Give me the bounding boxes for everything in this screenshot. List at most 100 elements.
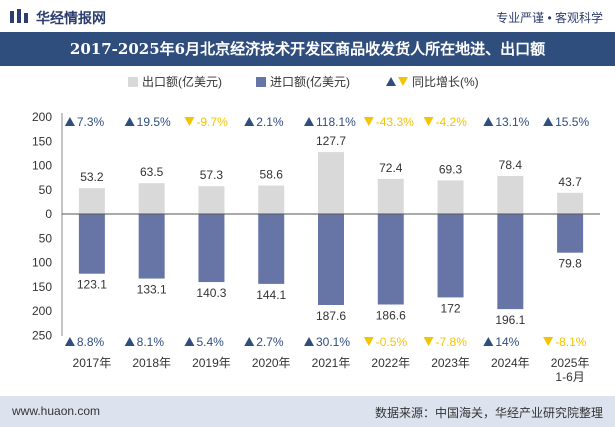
export-growth-up-icon	[244, 117, 255, 126]
export-value-label: 58.6	[260, 168, 284, 182]
import-growth-label: 5.4%	[196, 335, 224, 349]
export-value-label: 53.2	[80, 170, 104, 184]
import-growth-down-icon	[363, 337, 374, 346]
y-tick-label: 200	[32, 110, 52, 124]
legend-growth-up-icon	[386, 77, 396, 86]
y-tick-label: 150	[32, 134, 52, 148]
import-growth-label: 8.8%	[77, 335, 105, 349]
export-bar	[318, 152, 344, 214]
export-growth-up-icon	[483, 117, 494, 126]
y-tick-label: 200	[32, 304, 52, 318]
import-bar	[138, 214, 165, 279]
x-tick-label: 1-6月	[555, 370, 584, 384]
import-bar	[377, 214, 404, 305]
x-tick-label: 2025年	[551, 356, 590, 370]
title-bar: 2017-2025年6月北京经济技术开发区商品收发货人所在地进、出口额	[0, 32, 615, 66]
import-growth-label: 30.1%	[316, 335, 350, 349]
import-bar	[437, 214, 464, 298]
export-growth-up-icon	[543, 117, 554, 126]
legend-import-swatch	[256, 77, 266, 87]
import-value-label: 79.8	[558, 257, 582, 271]
x-tick-label: 2024年	[491, 356, 530, 370]
export-growth-label: 19.5%	[137, 115, 171, 129]
site-url: www.huaon.com	[12, 404, 101, 418]
import-bar	[557, 214, 584, 253]
import-value-label: 186.6	[376, 309, 406, 323]
import-growth-label: -7.8%	[436, 335, 468, 349]
import-value-label: 144.1	[256, 288, 286, 302]
import-growth-label: 14%	[495, 335, 519, 349]
export-growth-label: 7.3%	[77, 115, 105, 129]
import-growth-label: -0.5%	[376, 335, 408, 349]
import-value-label: 140.3	[196, 286, 226, 300]
export-growth-label: 2.1%	[256, 115, 284, 129]
top-bar: 华经情报网 专业严谨 • 客观科学	[0, 0, 615, 32]
export-bar	[138, 183, 165, 214]
x-tick-label: 2020年	[252, 356, 291, 370]
y-tick-label: 50	[39, 231, 53, 245]
x-tick-label: 2018年	[132, 356, 171, 370]
import-value-label: 133.1	[137, 283, 167, 297]
import-bar	[198, 214, 225, 283]
bar-chart-logo-icon	[10, 9, 28, 23]
export-growth-label: -43.3%	[376, 115, 414, 129]
export-bar	[78, 188, 105, 214]
x-tick-label: 2023年	[431, 356, 470, 370]
export-growth-up-icon	[64, 117, 75, 126]
legend-growth-down-icon	[398, 77, 408, 86]
data-source: 数据来源：中国海关，华经产业研究院整理	[374, 406, 603, 420]
legend-growth: 同比增长(%)	[386, 72, 479, 92]
export-value-label: 57.3	[200, 168, 224, 182]
y-tick-label: 0	[45, 207, 52, 221]
y-tick-label: 150	[32, 280, 52, 294]
export-bar	[198, 186, 225, 214]
export-growth-label: -4.2%	[436, 115, 468, 129]
import-value-label: 172	[441, 301, 461, 315]
slogan: 专业严谨 • 客观科学	[496, 11, 603, 25]
import-growth-down-icon	[543, 337, 554, 346]
export-value-label: 63.5	[140, 165, 164, 179]
import-growth-label: 8.1%	[137, 335, 165, 349]
import-growth-down-icon	[423, 337, 434, 346]
legend-import: 进口额(亿美元)	[256, 72, 350, 92]
x-tick-label: 2021年	[312, 356, 351, 370]
export-bar	[557, 192, 584, 214]
export-value-label: 78.4	[499, 158, 523, 172]
legend-export: 出口额(亿美元)	[128, 72, 222, 92]
export-value-label: 72.4	[379, 161, 403, 175]
y-tick-label: 50	[39, 183, 53, 197]
export-growth-down-icon	[184, 117, 195, 126]
export-bar	[437, 180, 464, 214]
brand-name: 华经情报网	[36, 10, 106, 26]
legend-export-label: 出口额(亿美元)	[142, 75, 222, 89]
import-growth-up-icon	[124, 337, 135, 346]
import-bar	[497, 214, 524, 310]
import-value-label: 187.6	[316, 309, 346, 323]
chart-plot: 200 150 100 50 0 50 100 150 200 250 53.2 123.1 7.3% 8…	[32, 110, 600, 384]
import-growth-up-icon	[304, 337, 314, 346]
x-tick-label: 2019年	[192, 356, 231, 370]
import-bar	[318, 214, 344, 305]
export-bar	[377, 178, 404, 214]
x-tick-label: 2017年	[73, 356, 112, 370]
export-growth-up-icon	[304, 117, 314, 126]
export-growth-up-icon	[124, 117, 135, 126]
export-growth-down-icon	[423, 117, 434, 126]
legend-import-label: 进口额(亿美元)	[270, 75, 350, 89]
y-tick-label: 100	[32, 159, 52, 173]
import-growth-up-icon	[483, 337, 494, 346]
footer: www.huaon.com 数据来源：中国海关，华经产业研究院整理	[0, 396, 615, 427]
import-growth-up-icon	[244, 337, 255, 346]
export-growth-label: 118.1%	[316, 115, 356, 129]
export-growth-label: 15.5%	[555, 115, 589, 129]
import-bar	[258, 214, 285, 284]
export-value-label: 127.7	[316, 134, 346, 148]
export-growth-label: -9.7%	[196, 115, 228, 129]
import-bar	[78, 214, 105, 274]
export-value-label: 69.3	[439, 162, 463, 176]
chart-legend: 出口额(亿美元) 进口额(亿美元) 同比增长(%)	[0, 72, 615, 92]
legend-export-swatch	[128, 77, 138, 87]
import-growth-up-icon	[184, 337, 195, 346]
chart-title: 2017-2025年6月北京经济技术开发区商品收发货人所在地进、出口额	[69, 40, 546, 58]
export-growth-label: 13.1%	[495, 115, 529, 129]
